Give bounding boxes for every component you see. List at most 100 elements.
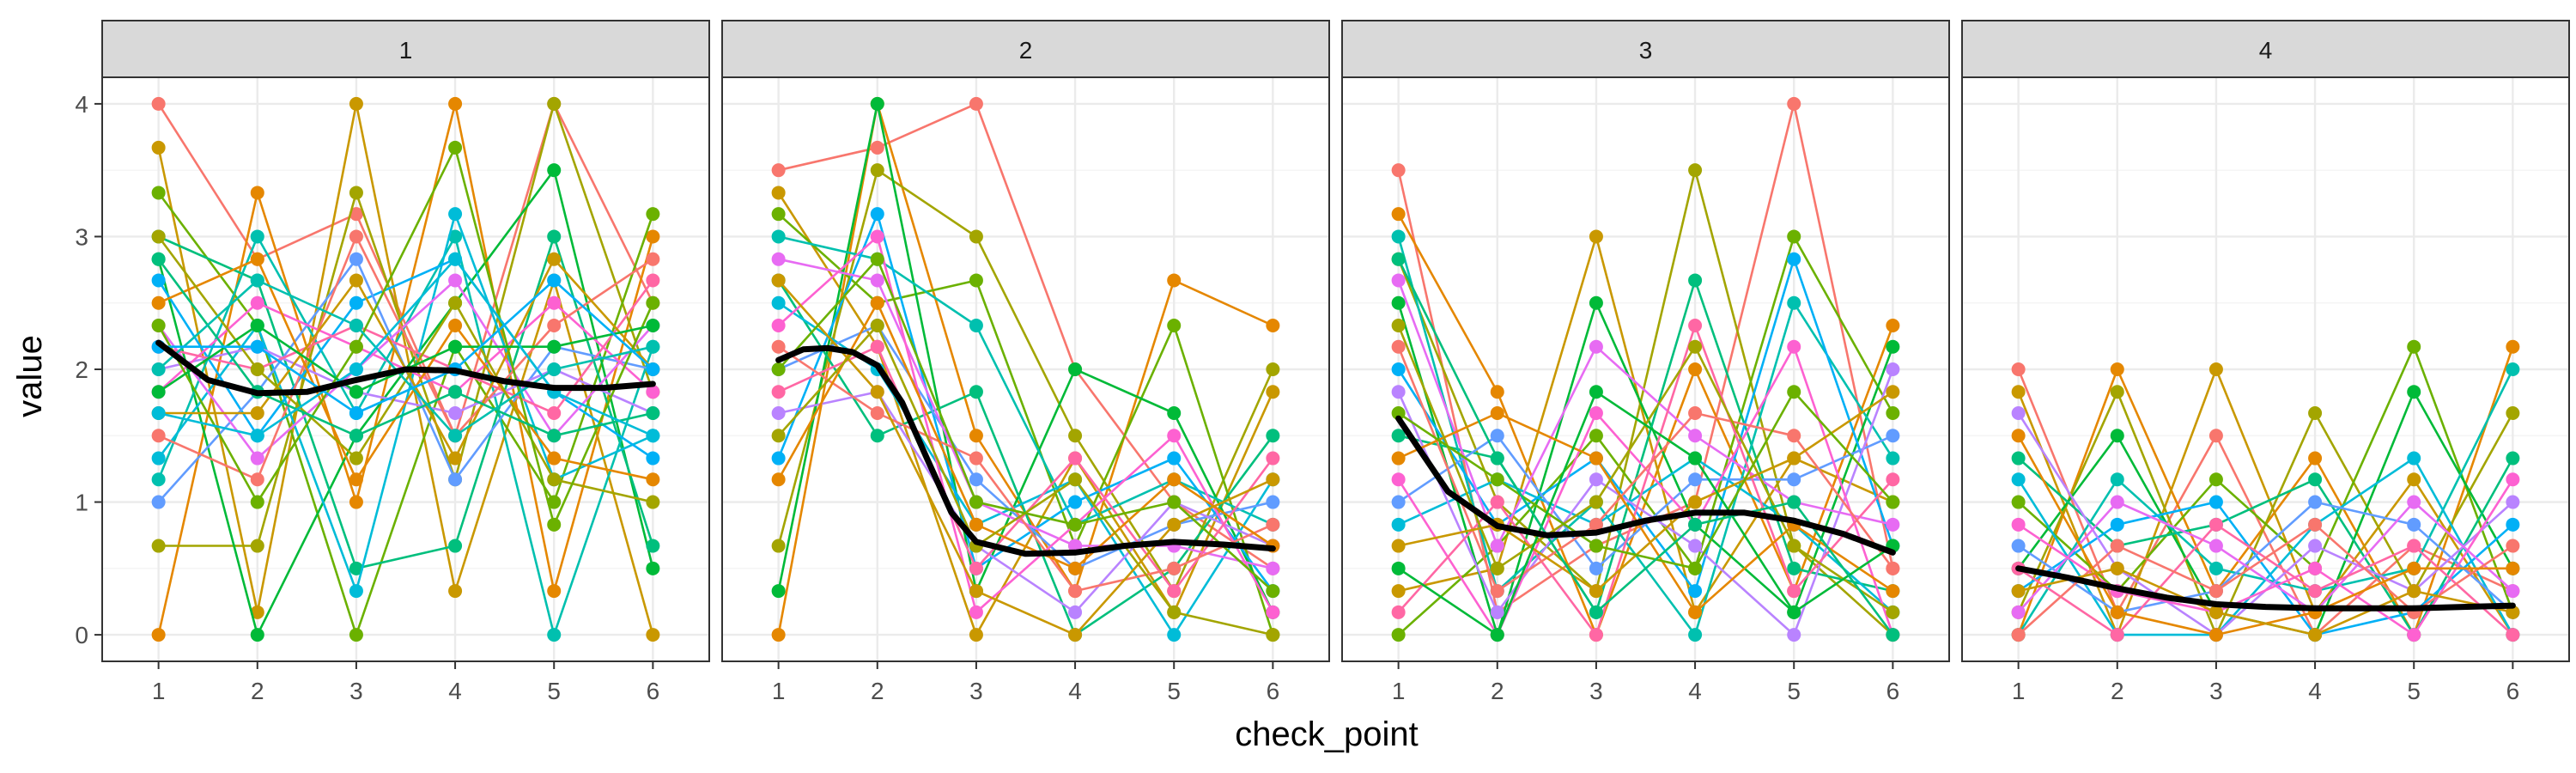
data-point (349, 561, 363, 575)
data-point (969, 385, 983, 399)
data-point (1886, 472, 1900, 487)
data-point (2208, 605, 2223, 619)
data-point (2208, 539, 2223, 553)
data-point (2506, 451, 2520, 466)
data-point (1688, 273, 1703, 288)
data-point (1886, 385, 1900, 399)
data-point (2506, 584, 2520, 599)
data-point (870, 252, 884, 266)
data-point (1688, 339, 1703, 354)
data-point (2506, 362, 2520, 376)
data-point (1589, 495, 1603, 509)
data-point (1391, 584, 1406, 599)
facet-strip (1961, 20, 2570, 78)
data-point (1391, 406, 1406, 420)
x-tick-label: 3 (2209, 678, 2223, 704)
data-point (1688, 539, 1703, 553)
series-line (1398, 411, 1894, 614)
series-line (778, 390, 1273, 614)
data-point (448, 472, 463, 487)
data-point (969, 628, 983, 642)
data-point (870, 385, 884, 399)
facet-panel-2: 2 1 2 3 4 5 6 (721, 20, 1330, 704)
series-line (158, 279, 654, 415)
smooth-trend-line (775, 344, 1276, 557)
data-point (969, 229, 983, 244)
data-point (547, 517, 562, 532)
data-point (1787, 252, 1801, 266)
data-point (1391, 561, 1406, 575)
data-point (1266, 584, 1280, 599)
data-point (646, 319, 660, 332)
data-point (2208, 472, 2223, 487)
data-point (870, 339, 884, 354)
data-point (448, 385, 463, 399)
data-point (1167, 406, 1182, 420)
data-point (1688, 163, 1703, 178)
data-point (547, 628, 562, 642)
data-point (2110, 429, 2124, 443)
data-point (2407, 628, 2421, 642)
series-line (777, 345, 1273, 593)
series-line (778, 102, 1274, 569)
series-line (777, 258, 1274, 593)
data-point (1266, 495, 1280, 509)
data-point (2011, 495, 2026, 509)
data-point (969, 472, 983, 487)
smooth-trend-line (2015, 565, 2516, 612)
data-point (448, 539, 463, 553)
data-point (1787, 451, 1801, 466)
data-point (448, 339, 463, 354)
data-point (547, 339, 562, 354)
data-point (2506, 472, 2520, 487)
data-point (1589, 628, 1603, 642)
data-point (646, 339, 660, 354)
data-point (870, 96, 884, 111)
data-point (771, 252, 786, 266)
data-point (870, 319, 884, 332)
data-point (969, 319, 983, 332)
data-point (646, 429, 660, 443)
data-point (2011, 628, 2026, 642)
x-tick-label: 3 (349, 678, 363, 704)
series-line (2017, 501, 2514, 614)
data-point (349, 451, 363, 466)
data-point (2308, 584, 2323, 599)
data-point (2308, 472, 2323, 487)
data-point (1787, 385, 1801, 399)
data-point (2308, 451, 2323, 466)
data-point (1391, 207, 1406, 222)
data-point (2011, 451, 2026, 466)
data-point (969, 451, 983, 466)
data-point (349, 273, 363, 288)
facet-strip (101, 20, 710, 78)
data-point (1266, 605, 1280, 619)
data-point (151, 319, 166, 332)
data-point (2308, 561, 2323, 575)
x-tick-label: 5 (2407, 678, 2421, 704)
x-tick-label: 4 (2308, 678, 2322, 704)
data-point (2407, 339, 2421, 354)
data-point (1068, 517, 1083, 532)
data-point (1787, 295, 1801, 310)
data-point (349, 385, 363, 399)
data-point (969, 605, 983, 619)
x-tick-label: 5 (1787, 678, 1801, 704)
data-point (547, 429, 562, 443)
data-point (1589, 605, 1603, 619)
data-point (1167, 319, 1182, 332)
data-point (1391, 472, 1406, 487)
data-point (1490, 385, 1504, 399)
data-point (870, 406, 884, 420)
data-point (151, 385, 166, 399)
data-point (771, 584, 786, 599)
data-point (349, 495, 363, 509)
x-tick-label: 6 (647, 678, 660, 704)
data-point (2208, 495, 2223, 509)
data-point (1490, 472, 1504, 487)
data-point (771, 472, 786, 487)
data-point (1167, 605, 1182, 619)
series-line (157, 279, 653, 437)
panel-border (721, 76, 1330, 662)
data-point (2208, 429, 2223, 443)
